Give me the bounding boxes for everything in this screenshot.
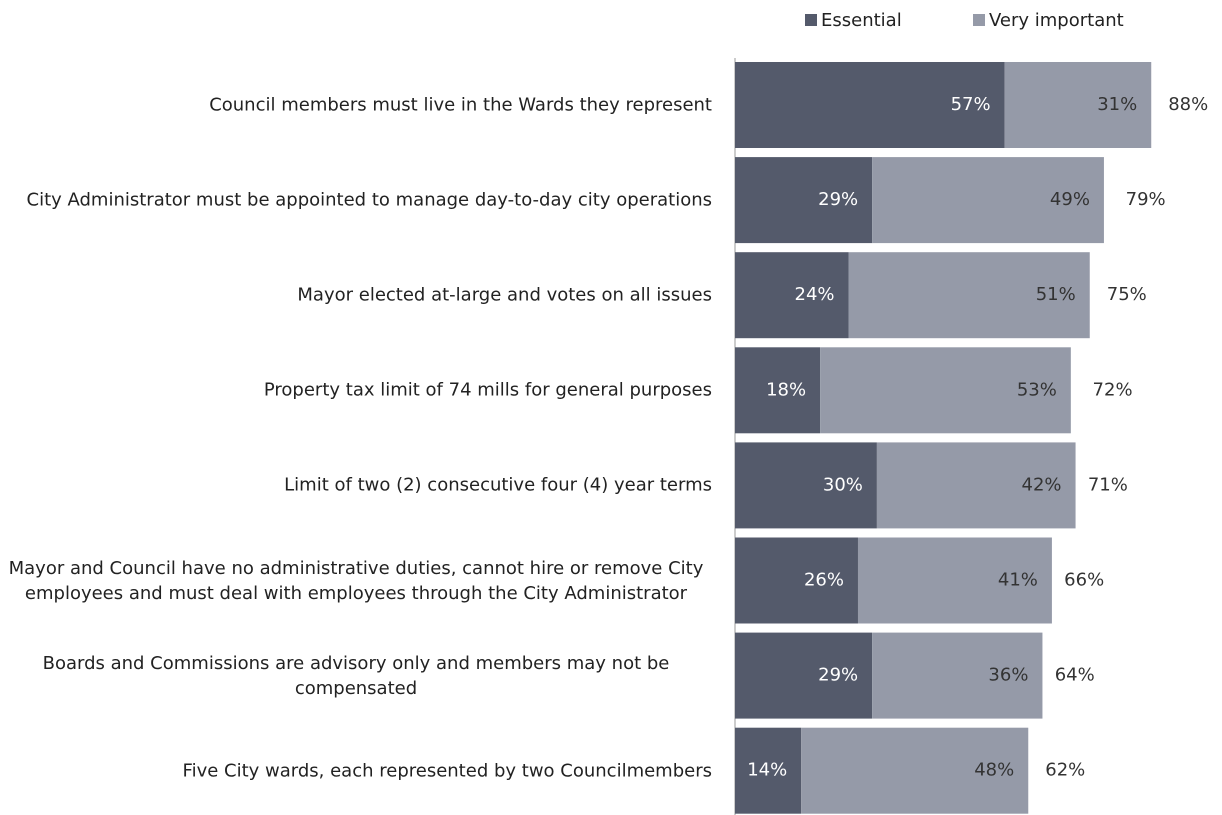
bar-segment bbox=[735, 632, 873, 719]
bar-segment bbox=[872, 157, 1104, 244]
total-label: 62% bbox=[1045, 760, 1085, 781]
total-label: 72% bbox=[1093, 379, 1133, 400]
value-label: 31% bbox=[1097, 94, 1137, 115]
total-label: 75% bbox=[1107, 284, 1147, 305]
total-label: 66% bbox=[1064, 570, 1104, 591]
bar-segment bbox=[735, 157, 873, 244]
bar-segment bbox=[848, 252, 1090, 339]
bar-segment bbox=[801, 727, 1029, 814]
value-label: 29% bbox=[818, 665, 858, 686]
value-label: 41% bbox=[998, 570, 1038, 591]
total-label: 64% bbox=[1055, 665, 1095, 686]
bar-segment bbox=[735, 442, 877, 529]
bar-segment bbox=[872, 632, 1043, 719]
bar-segment bbox=[1004, 62, 1152, 148]
total-label: 71% bbox=[1088, 474, 1128, 495]
category-label: Property tax limit of 74 mills for gener… bbox=[263, 379, 712, 401]
legend-swatch bbox=[973, 14, 985, 26]
legend-label: Essential bbox=[821, 10, 902, 31]
category-label: City Administrator must be appointed to … bbox=[26, 189, 713, 211]
bar-segment bbox=[876, 442, 1076, 529]
total-label: 79% bbox=[1126, 189, 1166, 210]
bar-segment bbox=[735, 727, 802, 814]
bar-segment bbox=[820, 347, 1071, 434]
value-label: 26% bbox=[804, 570, 844, 591]
total-label: 88% bbox=[1168, 94, 1208, 115]
category-label: Mayor elected at-large and votes on all … bbox=[297, 284, 712, 306]
value-label: 57% bbox=[951, 94, 991, 115]
bar-segment bbox=[857, 537, 1052, 624]
category-label: Five City wards, each represented by two… bbox=[182, 760, 712, 782]
value-label: 48% bbox=[974, 760, 1014, 781]
bar-segment bbox=[735, 347, 821, 434]
bar-segment bbox=[735, 537, 858, 624]
value-label: 14% bbox=[747, 760, 787, 781]
category-label: Mayor and Council have no administrative… bbox=[8, 557, 704, 604]
value-label: 36% bbox=[988, 665, 1028, 686]
value-label: 18% bbox=[766, 379, 806, 400]
value-label: 53% bbox=[1017, 379, 1057, 400]
value-label: 42% bbox=[1022, 474, 1062, 495]
value-label: 24% bbox=[795, 284, 835, 305]
value-label: 51% bbox=[1036, 284, 1076, 305]
category-label: Limit of two (2) consecutive four (4) ye… bbox=[284, 474, 712, 496]
category-label: Boards and Commissions are advisory only… bbox=[42, 652, 670, 699]
bar-segment bbox=[735, 252, 849, 339]
value-label: 49% bbox=[1050, 189, 1090, 210]
value-label: 30% bbox=[823, 474, 863, 495]
legend-label: Very important bbox=[989, 10, 1124, 31]
category-label: Council members must live in the Wards t… bbox=[209, 94, 712, 116]
value-label: 29% bbox=[818, 189, 858, 210]
bar-segment bbox=[735, 62, 1005, 148]
legend-swatch bbox=[805, 14, 817, 26]
